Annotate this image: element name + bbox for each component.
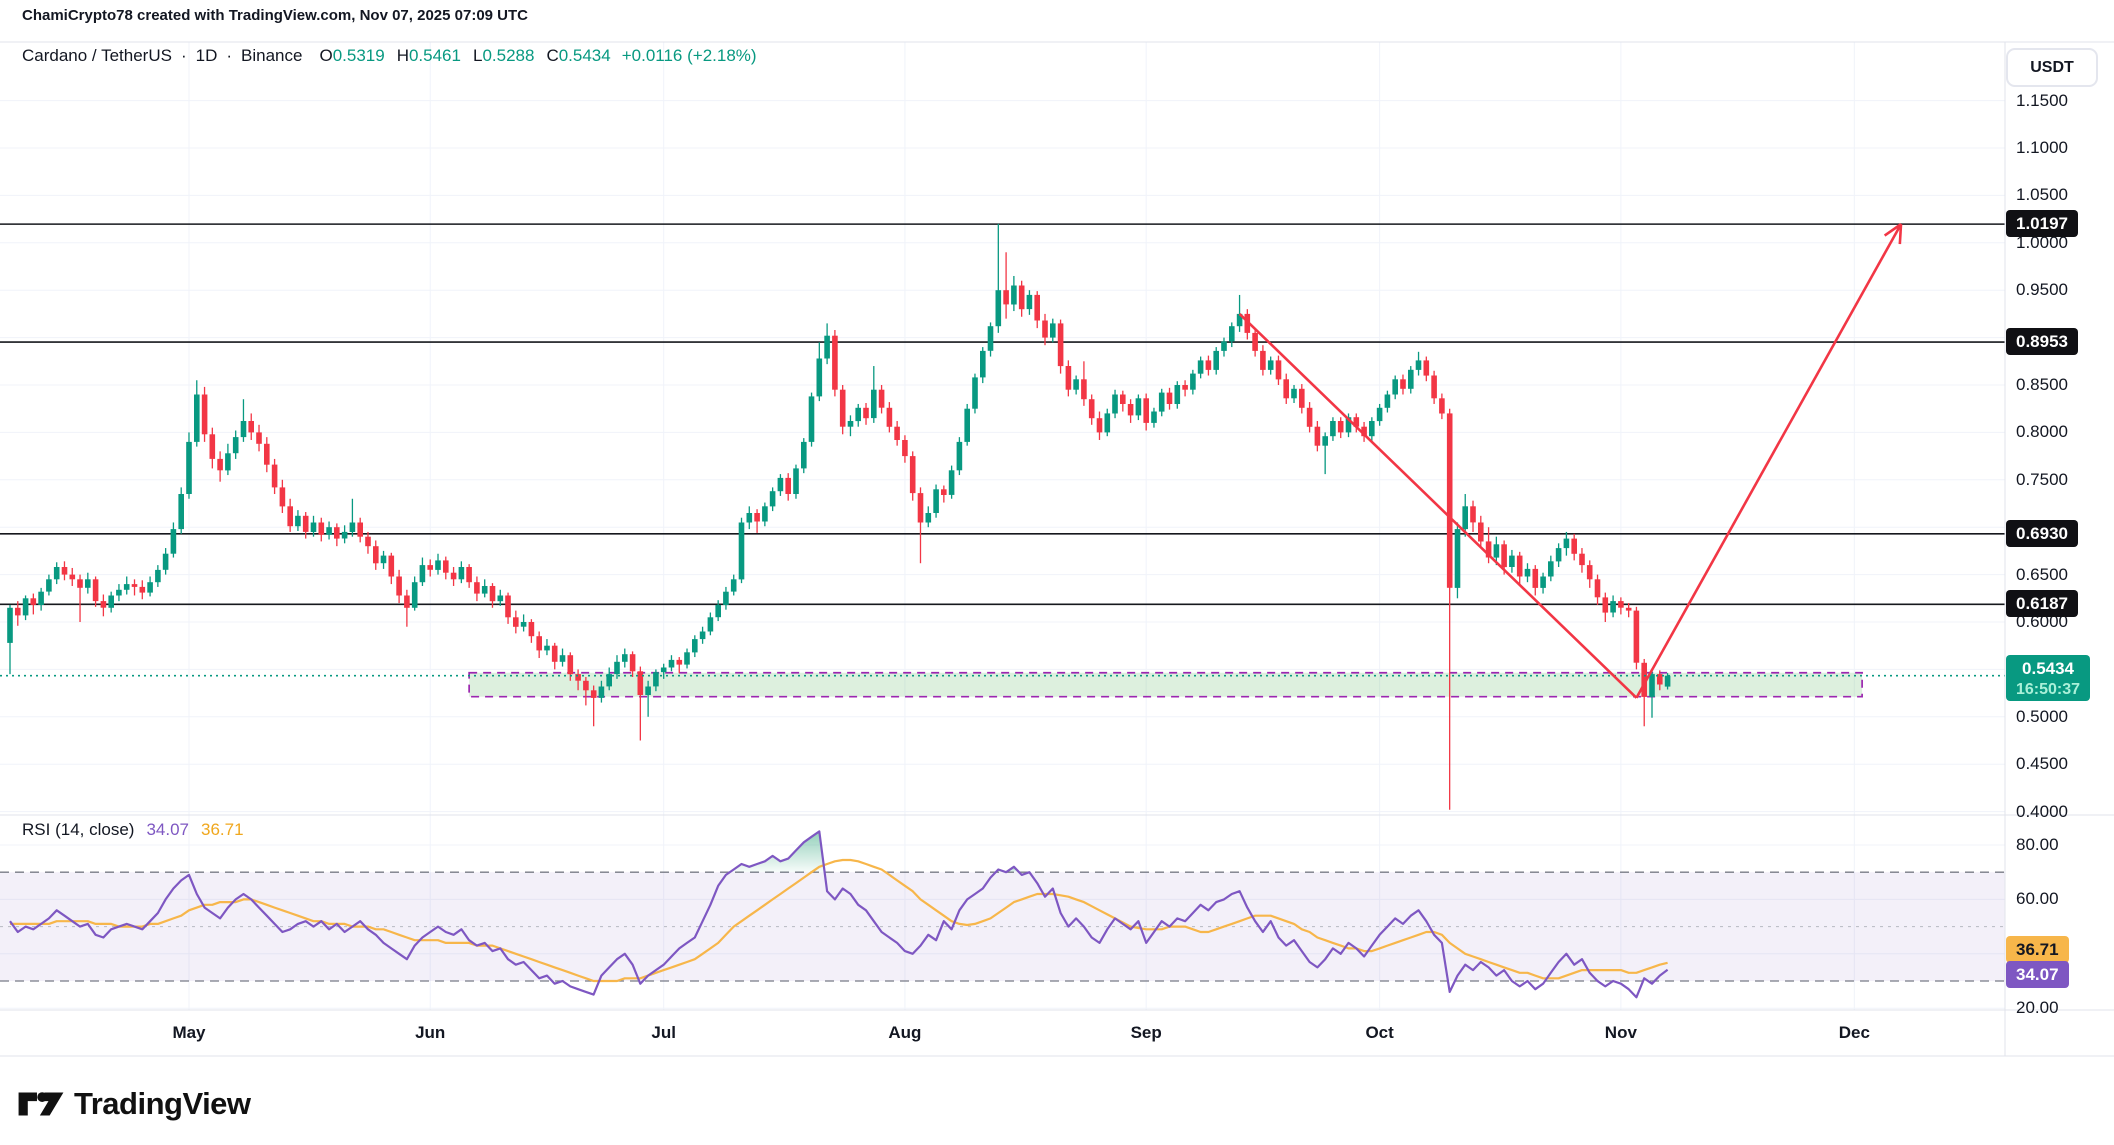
- time-axis-month-label: Oct: [1365, 1023, 1394, 1042]
- price-tick-label: 0.8500: [2016, 375, 2068, 394]
- price-tick-label: 0.5000: [2016, 706, 2068, 726]
- price-tick-label: 0.8000: [2016, 422, 2068, 442]
- price-tick-label: 0.6500: [2016, 564, 2068, 584]
- exchange-label: Binance: [241, 46, 303, 65]
- price-tick-label: 1.0000: [2016, 232, 2068, 252]
- ohlc-o: O0.5319: [319, 46, 385, 65]
- price-level-badge: 0.8953: [2006, 328, 2078, 356]
- rsi-tick-label: 20.00: [2016, 998, 2059, 1018]
- current-price-badge: 0.5434 16:50:37: [2006, 654, 2091, 701]
- price-level-badge: 0.6930: [2006, 519, 2078, 547]
- time-axis-month-label: Jul: [651, 1023, 676, 1042]
- tradingview-logo[interactable]: TradingView: [18, 1086, 251, 1122]
- time-axis-month-label: Nov: [1604, 1023, 1637, 1042]
- tradingview-logo-text: TradingView: [74, 1086, 251, 1121]
- current-price-value: 0.5434: [2022, 658, 2075, 678]
- price-tick-label: 1.1500: [2016, 90, 2068, 110]
- price-tick-label: 0.4500: [2016, 754, 2068, 774]
- tradingview-logo-icon: [18, 1092, 64, 1116]
- rsi-ma-badge: 36.71: [2006, 936, 2069, 963]
- interval-label: 1D: [195, 46, 218, 65]
- bar-countdown: 16:50:37: [2016, 680, 2081, 698]
- ohlc-values: O0.5319 H0.5461 L0.5288 C0.5434: [319, 46, 610, 66]
- rsi-tick-label: 60.00: [2016, 889, 2059, 909]
- currency-toggle-button[interactable]: USDT: [2006, 48, 2098, 87]
- price-level-badge: 0.6187: [2006, 590, 2078, 618]
- time-axis-month-label: Dec: [1838, 1023, 1870, 1042]
- price-tick-label: 1.0500: [2016, 185, 2068, 205]
- price-tick-label: 0.4000: [2016, 801, 2068, 821]
- ohlc-h: H0.5461: [396, 46, 461, 65]
- symbol-legend: Cardano / TetherUS · 1D · Binance O0.531…: [22, 46, 757, 66]
- time-axis-month-label: Jun: [415, 1023, 446, 1042]
- time-axis-month-label: May: [172, 1023, 206, 1042]
- rsi-value: 34.07: [146, 820, 189, 839]
- rsi-value-badge: 34.07: [2006, 961, 2069, 988]
- symbol-name: Cardano / TetherUS: [22, 46, 172, 65]
- time-axis-month-label: Aug: [888, 1023, 922, 1042]
- ohlc-c: C0.5434: [546, 46, 611, 65]
- ohlc-l: L0.5288: [472, 46, 535, 65]
- time-axis-month-label: Sep: [1130, 1023, 1162, 1042]
- price-change: +0.0116 (+2.18%): [621, 46, 757, 65]
- rsi-tick-label: 80.00: [2016, 835, 2059, 854]
- rsi-params: (14, close): [55, 820, 135, 839]
- price-tick-label: 0.7500: [2016, 469, 2068, 489]
- price-tick-label: 0.9500: [2016, 280, 2068, 300]
- rsi-ma-value: 36.71: [201, 820, 244, 839]
- rsi-title: RSI: [22, 820, 51, 839]
- rsi-legend: RSI (14, close) 34.07 36.71: [22, 820, 244, 840]
- attribution-text: ChamiCrypto78 created with TradingView.c…: [22, 7, 529, 24]
- price-level-badge: 1.0197: [2006, 210, 2078, 238]
- price-tick-label: 1.1000: [2016, 138, 2068, 157]
